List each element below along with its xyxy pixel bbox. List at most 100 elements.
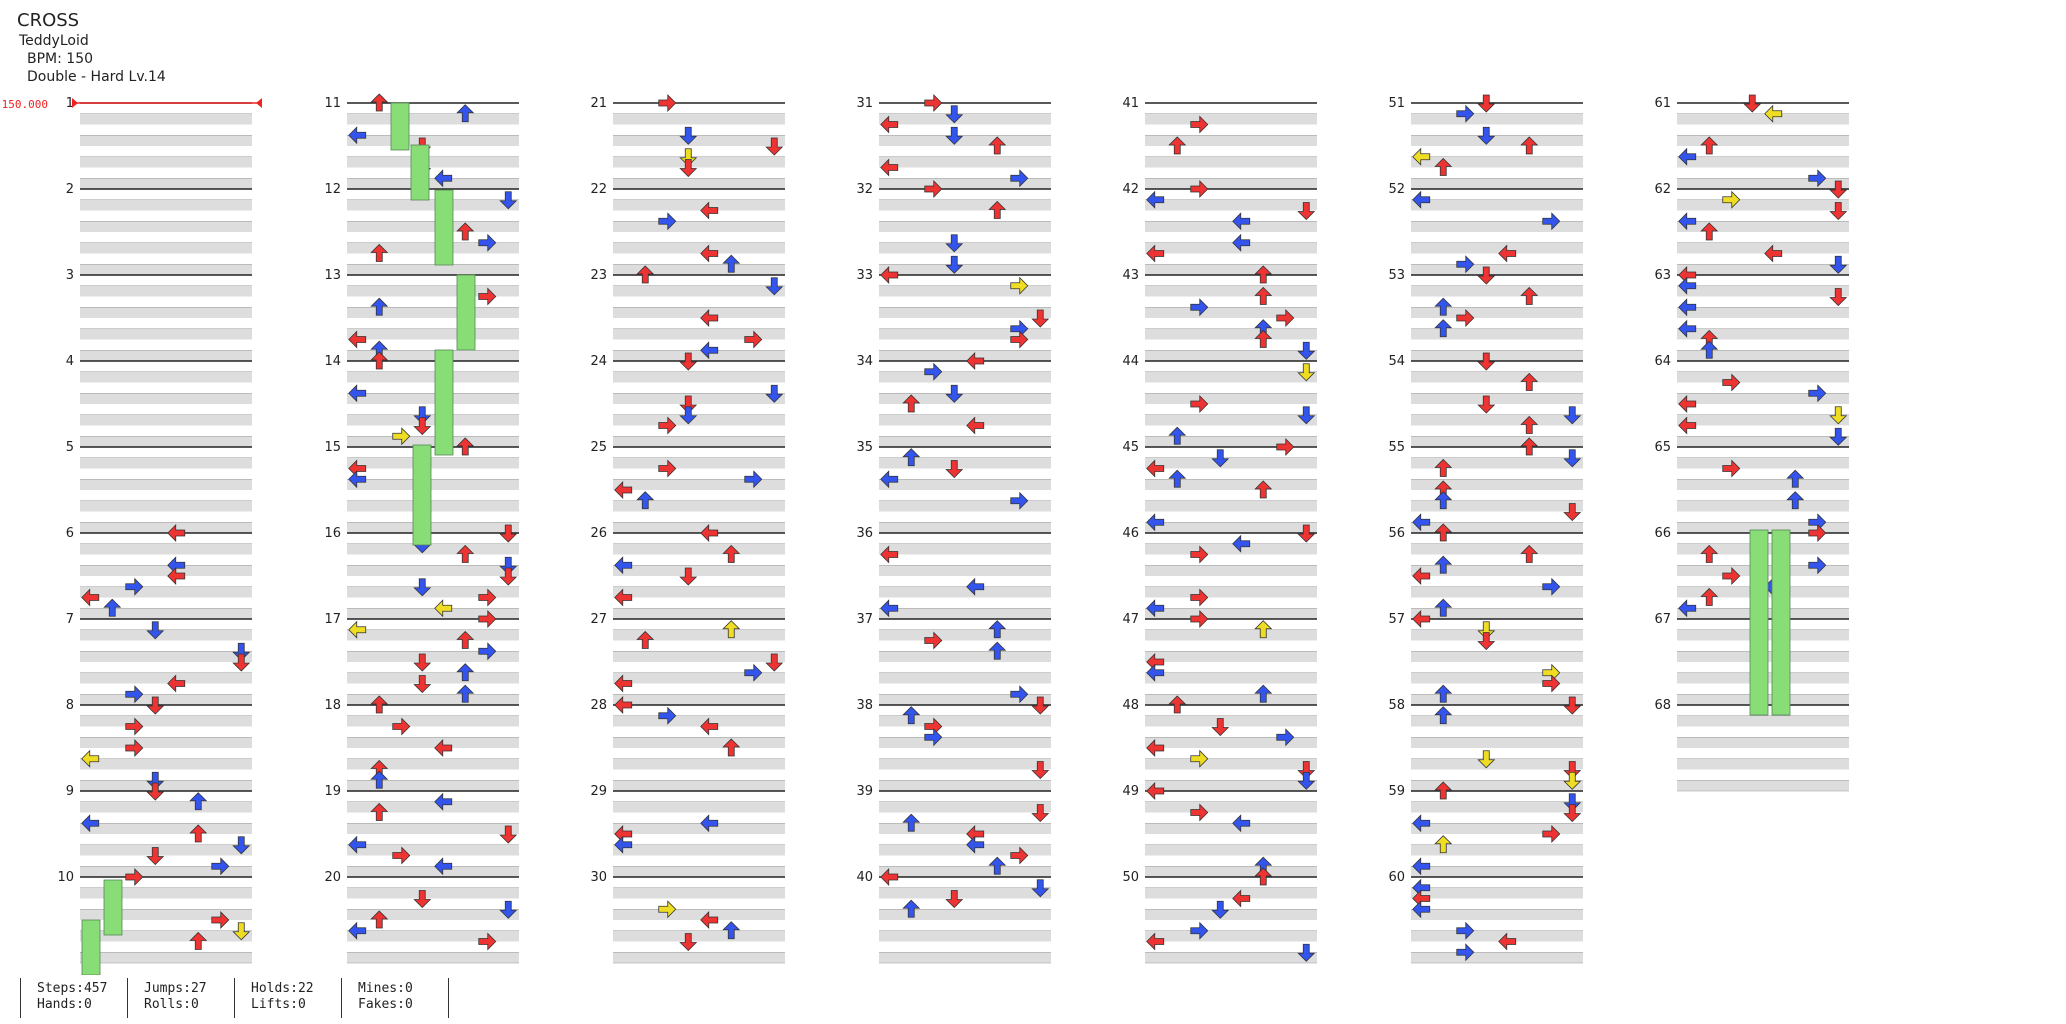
step-arrow	[1743, 94, 1762, 113]
beat-band	[1411, 844, 1583, 856]
step-arrow	[370, 802, 389, 821]
beat-band	[879, 543, 1051, 555]
step-arrow	[1434, 458, 1453, 477]
step-arrow	[658, 416, 677, 435]
beat-band	[613, 328, 785, 340]
step-arrow	[232, 653, 251, 672]
step-arrow	[348, 470, 367, 489]
measure-number: 50	[1122, 870, 1139, 885]
step-arrow	[125, 577, 144, 596]
step-arrow	[700, 244, 719, 263]
stat-holds: Holds:22	[251, 981, 314, 996]
step-arrow	[945, 126, 964, 145]
step-arrow	[478, 642, 497, 661]
step-arrow	[902, 706, 921, 725]
step-arrow	[1146, 599, 1165, 618]
beat-band	[613, 436, 785, 447]
beat-band	[879, 608, 1051, 619]
beat-band	[879, 737, 1051, 748]
beat-band	[879, 221, 1051, 232]
beat-band	[879, 952, 1051, 963]
step-arrow	[1146, 663, 1165, 682]
stat-group-holds: Holds:22 Lifts:0	[234, 978, 341, 1018]
beat-band	[1145, 737, 1317, 748]
step-arrow	[348, 126, 367, 145]
beat-band	[613, 715, 785, 727]
step-arrow	[348, 330, 367, 349]
step-arrow	[456, 630, 475, 649]
step-arrow	[1031, 696, 1050, 715]
beat-band	[1677, 522, 1849, 533]
hold-body	[412, 444, 432, 546]
beat-band	[1145, 909, 1317, 920]
beat-band	[1677, 371, 1849, 383]
beat-band	[1411, 221, 1583, 232]
beat-band	[613, 672, 785, 684]
stat-lifts: Lifts:0	[251, 997, 306, 1012]
measure-number: 43	[1122, 268, 1139, 283]
step-arrow	[1254, 329, 1273, 348]
beat-band	[879, 672, 1051, 684]
beat-band	[613, 414, 785, 426]
step-arrow	[1542, 825, 1561, 843]
step-arrow	[456, 544, 475, 563]
step-arrow	[1722, 373, 1741, 392]
beat-band	[613, 608, 785, 619]
step-arrow	[1190, 180, 1209, 198]
beat-band	[1411, 264, 1583, 275]
beat-band	[1411, 307, 1583, 318]
step-arrow	[1563, 771, 1582, 790]
stat-steps: Steps:457	[37, 981, 108, 996]
measure-number: 25	[590, 440, 607, 455]
beat-band	[879, 307, 1051, 318]
step-arrow	[1456, 309, 1475, 327]
beat-band	[613, 285, 785, 297]
measure-number: 55	[1388, 440, 1405, 455]
beat-band	[1145, 887, 1317, 899]
step-arrow	[658, 900, 677, 919]
beat-band	[1411, 350, 1583, 361]
step-arrow	[679, 406, 698, 425]
beat-band	[613, 780, 785, 791]
step-arrow	[1190, 610, 1209, 628]
beat-band	[1411, 393, 1583, 404]
step-arrow	[146, 771, 165, 790]
step-arrow	[392, 717, 411, 736]
step-arrow	[1190, 545, 1209, 564]
beat-band	[80, 565, 252, 576]
step-arrow	[348, 620, 367, 639]
beat-band	[80, 844, 252, 856]
beat-band	[1145, 328, 1317, 340]
beat-band	[1145, 930, 1317, 942]
beat-band	[1411, 672, 1583, 684]
beat-band	[1145, 264, 1317, 275]
step-arrow	[1146, 190, 1165, 209]
measure-number: 47	[1122, 612, 1139, 627]
beat-band	[1411, 199, 1583, 211]
step-arrow	[1276, 728, 1295, 747]
step-arrow	[1297, 202, 1316, 221]
beat-band	[1677, 156, 1849, 168]
beat-band	[613, 651, 785, 662]
step-arrow	[1297, 943, 1316, 962]
step-arrow	[765, 384, 784, 403]
step-arrow	[146, 696, 165, 715]
step-arrow	[1563, 793, 1582, 812]
step-arrow	[924, 362, 943, 381]
beat-band	[879, 414, 1051, 426]
hold-body	[410, 144, 430, 201]
step-arrow	[232, 642, 251, 661]
beat-band	[1411, 651, 1583, 662]
beat-band	[879, 350, 1051, 361]
beat-band	[1411, 500, 1583, 512]
beat-band	[1145, 608, 1317, 619]
step-arrow	[636, 630, 655, 649]
beat-band	[1145, 651, 1317, 662]
beat-band	[879, 500, 1051, 512]
beat-band	[1677, 113, 1849, 125]
beat-band	[80, 866, 252, 877]
measure-number: 33	[856, 268, 873, 283]
step-arrow	[1190, 115, 1209, 134]
beat-band	[1145, 844, 1317, 856]
beat-band	[1677, 500, 1849, 512]
